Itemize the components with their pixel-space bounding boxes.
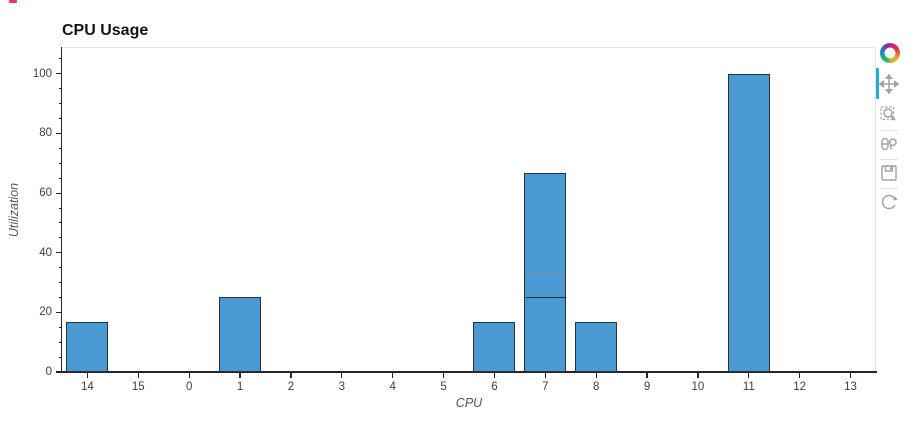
x-tick [697, 372, 699, 378]
y-major-tick [55, 311, 62, 313]
x-tick-label: 11 [742, 381, 755, 393]
save-icon [879, 163, 899, 183]
toolbar-divider [880, 188, 898, 189]
x-tick-label: 10 [691, 381, 705, 393]
y-major-tick [55, 192, 62, 194]
plot-area[interactable] [62, 47, 876, 372]
x-tick [544, 372, 546, 378]
x-tick-label: 15 [131, 381, 145, 393]
toolbar-divider [880, 159, 898, 160]
toolbar-divider [880, 130, 898, 131]
x-tick [748, 372, 750, 378]
y-major-tick [55, 252, 62, 254]
wheel-zoom-tool-button[interactable] [877, 132, 901, 156]
bar-divider [525, 272, 565, 274]
bar-divider [525, 296, 565, 299]
y-minor-tick [58, 88, 62, 90]
y-minor-tick [58, 267, 62, 269]
x-axis-line [61, 371, 877, 373]
x-tick [849, 372, 852, 378]
y-tick-label: 100 [32, 67, 52, 80]
y-tick-label: 20 [39, 306, 52, 319]
y-minor-tick [58, 222, 62, 224]
bokeh-logo-icon [880, 43, 900, 63]
x-tick [392, 372, 394, 378]
y-minor-tick [58, 103, 62, 105]
x-tick [646, 372, 648, 378]
x-tick [595, 372, 597, 378]
y-tick-label: 80 [39, 127, 52, 140]
bokeh-logo-button[interactable] [880, 43, 902, 65]
x-tick-label: 14 [81, 381, 94, 393]
y-tick-label: 40 [39, 246, 52, 259]
box-zoom-icon [879, 104, 899, 124]
x-tick-label: 2 [287, 381, 295, 393]
x-tick [493, 372, 496, 378]
wheel-zoom-icon [879, 134, 899, 154]
reset-tool-button[interactable] [877, 190, 901, 214]
bar [473, 322, 516, 372]
x-tick-label: 13 [844, 381, 857, 393]
y-major-tick [55, 371, 62, 373]
active-tool-indicator [876, 68, 879, 99]
x-tick-label: 1 [236, 381, 244, 393]
y-minor-tick [58, 147, 62, 149]
y-major-tick [55, 132, 62, 135]
y-minor-tick [58, 296, 62, 298]
y-minor-tick [58, 118, 62, 120]
box-zoom-tool-button[interactable] [877, 102, 901, 126]
x-tick-label: 5 [440, 381, 447, 393]
y-minor-tick [58, 177, 62, 179]
chart-title: CPU Usage [62, 22, 149, 39]
x-tick-label: 3 [338, 381, 346, 393]
y-minor-tick [58, 58, 62, 60]
x-tick-label: 0 [185, 381, 193, 393]
x-tick-label: 12 [793, 381, 807, 393]
x-tick [799, 372, 801, 378]
x-tick-label: 7 [542, 381, 549, 393]
x-tick [137, 372, 139, 378]
y-tick-label: 0 [45, 366, 52, 378]
y-minor-tick [58, 207, 62, 209]
x-tick [86, 372, 89, 378]
y-major-tick [55, 73, 62, 75]
y-tick-label: 60 [39, 187, 52, 200]
y-minor-tick [58, 237, 62, 239]
pan-tool-button[interactable] [877, 72, 901, 96]
x-tick-label: 4 [389, 381, 396, 393]
x-tick [341, 372, 343, 378]
y-minor-tick [58, 162, 62, 164]
x-tick [239, 372, 241, 378]
y-minor-tick [58, 356, 62, 358]
x-tick [188, 372, 190, 378]
reset-icon [879, 192, 899, 212]
bar [575, 322, 618, 372]
y-minor-tick [58, 326, 62, 328]
bar [727, 73, 770, 372]
x-axis-label: CPU [455, 396, 483, 410]
save-tool-button[interactable] [877, 161, 901, 185]
y-minor-tick [58, 282, 62, 284]
x-tick [290, 372, 292, 378]
bar [66, 322, 109, 372]
pan-icon [879, 74, 899, 94]
y-minor-tick [58, 341, 62, 343]
bar [219, 297, 262, 372]
y-axis-line [61, 47, 63, 372]
corner-artifact [9, 0, 17, 3]
x-tick-label: 6 [491, 381, 498, 393]
x-tick [442, 372, 445, 378]
x-tick-label: 8 [592, 381, 600, 393]
x-tick-label: 9 [643, 381, 651, 393]
